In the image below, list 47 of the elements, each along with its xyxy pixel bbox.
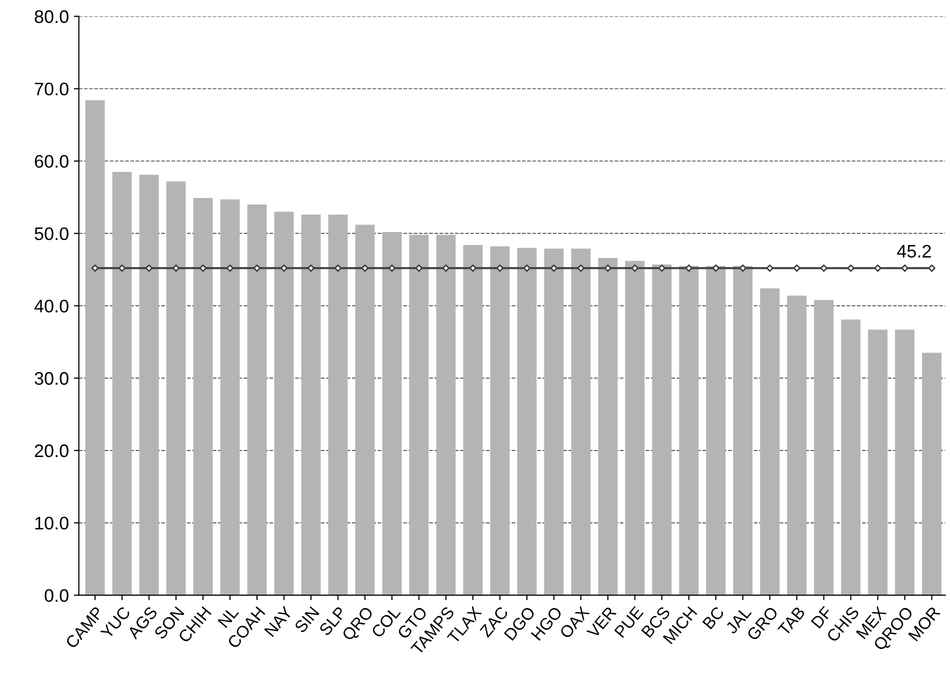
bar: [139, 174, 159, 596]
bar: [436, 234, 456, 596]
bar: [166, 181, 186, 596]
y-tick-label: 40.0: [34, 300, 68, 312]
bar: [679, 266, 699, 596]
bar: [409, 234, 429, 596]
bar: [841, 320, 860, 596]
y-tick-label: 80.0: [34, 10, 68, 24]
bar: [382, 232, 402, 596]
bar: [868, 330, 888, 596]
bar: [463, 244, 483, 596]
x-tick-label: SIN: [294, 606, 320, 634]
x-tick-label: COL: [370, 606, 401, 638]
bar: [517, 248, 537, 596]
y-tick-label: 10.0: [35, 516, 68, 530]
bar: [112, 172, 132, 596]
y-tick-label: 70.0: [34, 82, 68, 96]
bar: [220, 199, 240, 596]
bar: [706, 266, 726, 596]
y-tick-label: 30.0: [34, 372, 68, 385]
bar: [490, 246, 510, 596]
x-tick-label: BC: [702, 606, 725, 630]
y-tick-label: 50.0: [34, 227, 68, 240]
bar: [814, 300, 834, 596]
y-tick-label: 60.0: [34, 154, 68, 168]
bar: [922, 352, 942, 596]
y-tick-label: 0.0: [44, 589, 68, 602]
bar: [274, 212, 294, 596]
bar: [625, 260, 645, 596]
bar: [85, 100, 105, 596]
bar: [544, 248, 564, 596]
bar: [193, 198, 213, 596]
bar: [760, 288, 780, 596]
bar: [733, 266, 753, 596]
bar: [355, 224, 375, 596]
x-tick-label: TAB: [777, 606, 806, 636]
bar: [247, 204, 267, 596]
y-tick-label: 20.0: [34, 444, 68, 458]
bar: [301, 214, 321, 596]
x-tick-label: DF: [810, 606, 833, 629]
bar: [571, 248, 591, 596]
bar: [328, 214, 348, 596]
bar: [895, 330, 914, 596]
bar: [598, 258, 618, 596]
bar: [652, 264, 672, 596]
bar: [787, 296, 807, 596]
data-label: 45.2: [897, 244, 931, 258]
